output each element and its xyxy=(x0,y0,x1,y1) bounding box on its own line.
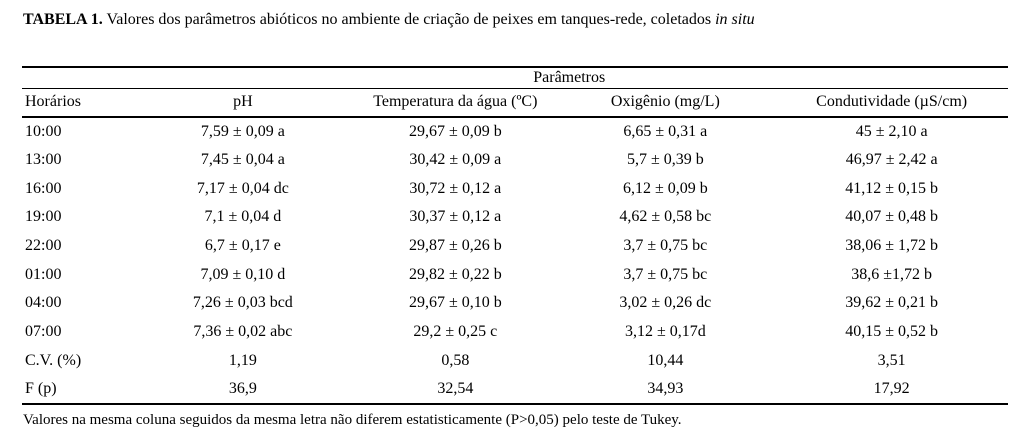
table-cell: 36,9 xyxy=(228,380,257,398)
table-cell: 5,7 ± 0,39 b xyxy=(626,151,704,169)
table-cell: 6,65 ± 0,31 a xyxy=(623,122,708,140)
table-cell: 30,42 ± 0,09 a xyxy=(409,151,502,169)
group-header-row: Parâmetros xyxy=(22,67,1008,89)
group-header-parametros: Parâmetros xyxy=(130,67,1008,89)
table-row: 04:00 7,26 ± 0,03 bcd 29,67 ± 0,10 b 3,0… xyxy=(22,289,1008,318)
table-cell: 7,59 ± 0,09 a xyxy=(200,122,285,140)
table-row: C.V. (%) 1,19 0,58 10,44 3,51 xyxy=(22,347,1008,376)
table-cell: F (p) xyxy=(25,380,57,398)
table-cell: 7,09 ± 0,10 d xyxy=(200,265,286,283)
table-cell: 40,07 ± 0,48 b xyxy=(845,208,939,226)
table-cell: 29,67 ± 0,09 b xyxy=(408,122,502,140)
column-header-oxigenio: Oxigênio (mg/L) xyxy=(555,88,776,118)
table-row: 19:00 7,1 ± 0,04 d 30,37 ± 0,12 a 4,62 ±… xyxy=(22,203,1008,232)
table-cell: 3,7 ± 0,75 bc xyxy=(623,237,708,255)
column-header-ph: pH xyxy=(130,88,356,118)
table-cell: 0,58 xyxy=(441,351,470,369)
table-cell: 6,12 ± 0,09 b xyxy=(622,179,708,197)
column-header-temperatura: Temperatura da água (ºC) xyxy=(355,88,556,118)
column-header-condutividade: Condutividade (µS/cm) xyxy=(775,88,1008,118)
table-cell: 7,36 ± 0,02 abc xyxy=(193,323,293,341)
table-cell: 3,12 ± 0,17d xyxy=(624,323,706,341)
table-cell: 6,7 ± 0,17 e xyxy=(204,237,281,255)
abiotic-parameters-table: Parâmetros Horários pH Temperatura da ág… xyxy=(22,66,1008,405)
table-cell: 40,15 ± 0,52 b xyxy=(845,323,939,341)
table-cell: C.V. (%) xyxy=(25,351,82,369)
table-cell: 01:00 xyxy=(25,265,62,283)
table-cell: 4,62 ± 0,58 bc xyxy=(619,208,712,226)
table-cell: 04:00 xyxy=(25,294,62,312)
group-header-spacer xyxy=(22,67,131,89)
table-cell: 10:00 xyxy=(25,122,62,140)
table-cell: 29,67 ± 0,10 b xyxy=(408,294,502,312)
table-cell: 3,02 ± 0,26 dc xyxy=(619,294,712,312)
table-cell: 17,92 xyxy=(873,380,910,398)
table-row: 10:00 7,59 ± 0,09 a 29,67 ± 0,09 b 6,65 … xyxy=(22,117,1008,146)
table-cell: 46,97 ± 2,42 a xyxy=(845,151,938,169)
table-cell: 41,12 ± 0,15 b xyxy=(845,179,939,197)
table-cell: 29,87 ± 0,26 b xyxy=(408,237,502,255)
table-cell: 1,19 xyxy=(228,351,257,369)
table-row: 16:00 7,17 ± 0,04 dc 30,72 ± 0,12 a 6,12… xyxy=(22,174,1008,203)
column-header-row: Horários pH Temperatura da água (ºC) Oxi… xyxy=(22,88,1008,118)
table-cell: 7,1 ± 0,04 d xyxy=(204,208,282,226)
table-row: F (p) 36,9 32,54 34,93 17,92 xyxy=(22,375,1008,404)
table-cell: 38,06 ± 1,72 b xyxy=(845,237,939,255)
table-row: 13:00 7,45 ± 0,04 a 30,42 ± 0,09 a 5,7 ±… xyxy=(22,146,1008,175)
table-cell: 38,6 ±1,72 b xyxy=(851,265,933,283)
table-caption-latin-term: in situ xyxy=(715,11,755,28)
table-cell: 07:00 xyxy=(25,323,62,341)
table-cell: 19:00 xyxy=(25,208,62,226)
table-cell: 3,7 ± 0,75 bc xyxy=(623,265,708,283)
table-cell: 7,26 ± 0,03 bcd xyxy=(192,294,293,312)
table-cell: 45 ± 2,10 a xyxy=(855,122,928,140)
table-cell: 39,62 ± 0,21 b xyxy=(845,294,939,312)
table-cell: 29,82 ± 0,22 b xyxy=(408,265,502,283)
table-cell: 30,37 ± 0,12 a xyxy=(409,208,502,226)
table-cell: 30,72 ± 0,12 a xyxy=(409,179,502,197)
table-caption: TABELA 1. Valores dos parâmetros abiótic… xyxy=(23,11,755,29)
table-cell: 7,17 ± 0,04 dc xyxy=(196,179,289,197)
table-cell: 7,45 ± 0,04 a xyxy=(200,151,285,169)
column-header-horarios: Horários xyxy=(22,88,131,118)
table-cell: 34,93 xyxy=(647,380,684,398)
table-row: 01:00 7,09 ± 0,10 d 29,82 ± 0,22 b 3,7 ±… xyxy=(22,260,1008,289)
table-row: 22:00 6,7 ± 0,17 e 29,87 ± 0,26 b 3,7 ± … xyxy=(22,232,1008,261)
table-cell: 13:00 xyxy=(25,151,62,169)
table-cell: 22:00 xyxy=(25,237,62,255)
table-footnote: Valores na mesma coluna seguidos da mesm… xyxy=(23,412,682,428)
table-row: 07:00 7,36 ± 0,02 abc 29,2 ± 0,25 c 3,12… xyxy=(22,318,1008,347)
table-cell: 32,54 xyxy=(437,380,474,398)
table-caption-text: Valores dos parâmetros abióticos no ambi… xyxy=(102,11,716,28)
table-cell: 29,2 ± 0,25 c xyxy=(413,323,498,341)
table-cell: 3,51 xyxy=(877,351,906,369)
table-cell: 10,44 xyxy=(647,351,684,369)
table-caption-number: TABELA 1. xyxy=(23,11,103,28)
table-cell: 16:00 xyxy=(25,179,62,197)
